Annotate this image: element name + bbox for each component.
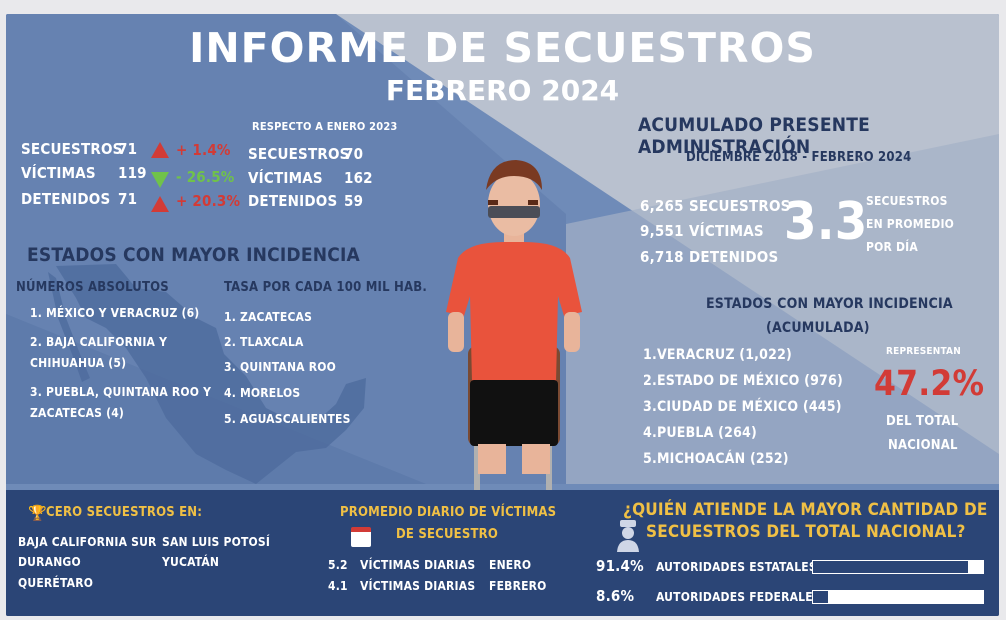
zero-state: SAN LUIS POTOSÍ [162, 535, 271, 549]
cum-state-item: 1.VERACRUZ (1,022) [643, 347, 792, 363]
page-title: INFORME DE SECUESTROS [189, 24, 816, 72]
trophy-icon: 🏆 [28, 504, 47, 522]
represent-label: REPRESENTAN [886, 346, 961, 357]
monthly-detenidos-label: DETENIDOS [21, 190, 111, 208]
change-secuestros: + 1.4% [176, 141, 231, 159]
monthly-detenidos-value: 71 [118, 190, 138, 208]
comparison-victimas-value: 162 [344, 169, 373, 187]
police-officer-icon [617, 520, 639, 552]
daily-month: FEBRERO [489, 579, 547, 593]
cum-secuestros-value: 6,265 [640, 197, 684, 215]
cum-state-item: 2.ESTADO DE MÉXICO (976) [643, 373, 843, 389]
who-subheading: SECUESTROS DEL TOTAL NACIONAL? [646, 522, 966, 542]
comparison-victimas-label: VÍCTIMAS [248, 169, 323, 187]
federal-authorities-bar-fill [813, 591, 828, 603]
cumulative-period: DICIEMBRE 2018 - FEBRERO 2024 [686, 150, 912, 165]
state-authorities-bar [812, 560, 984, 574]
absolute-item: 3. PUEBLA, QUINTANA ROO Y [30, 385, 212, 399]
who-label: AUTORIDADES FEDERALES [656, 590, 821, 604]
monthly-victimas-label: VÍCTIMAS [21, 164, 96, 182]
rate-item: 3. QUINTANA ROO [224, 360, 336, 374]
bottom-band: 🏆 CERO SECUESTROS EN: BAJA CALIFORNIA SU… [6, 490, 999, 616]
absolute-item: ZACATECAS (4) [30, 406, 125, 420]
change-detenidos: + 20.3% [176, 192, 241, 210]
cum-detenidos-label: DETENIDOS [689, 248, 779, 266]
daily-label: VÍCTIMAS DIARIAS [360, 579, 476, 593]
cum-state-item: 3.CIUDAD DE MÉXICO (445) [643, 399, 842, 415]
represent-line: DEL TOTAL [886, 414, 959, 429]
increase-icon [151, 196, 169, 212]
rate-item: 2. TLAXCALA [224, 335, 304, 349]
cum-detenidos-value: 6,718 [640, 248, 684, 266]
daily-subheading: DE SECUESTRO [396, 527, 499, 542]
comparison-detenidos-label: DETENIDOS [248, 192, 338, 210]
represent-value: 47.2% [874, 364, 985, 404]
person-illustration [446, 160, 582, 490]
daily-label: VÍCTIMAS DIARIAS [360, 558, 476, 572]
cum-secuestros-label: SECUESTROS [689, 197, 791, 215]
comparison-secuestros-label: SECUESTROS [248, 145, 350, 163]
absolute-item: 2. BAJA CALIFORNIA Y [30, 335, 168, 349]
avg-line: POR DÍA [866, 240, 918, 254]
state-authorities-bar-fill [813, 561, 969, 573]
zero-heading: CERO SECUESTROS EN: [46, 505, 203, 520]
comparison-secuestros-value: 70 [344, 145, 364, 163]
zero-state: DURANGO [18, 555, 81, 569]
daily-heading: PROMEDIO DIARIO DE VÍCTIMAS [340, 505, 557, 520]
rate-item: 5. AGUASCALIENTES [224, 412, 351, 426]
monthly-secuestros-value: 71 [118, 140, 138, 158]
daily-month: ENERO [489, 558, 532, 572]
change-victimas: - 26.5% [176, 168, 235, 186]
represent-line: NACIONAL [888, 438, 958, 453]
who-pct: 91.4% [596, 557, 644, 575]
avg-line: SECUESTROS [866, 194, 948, 208]
who-heading: ¿QUIÉN ATIENDE LA MAYOR CANTIDAD DE [623, 500, 988, 520]
avg-line: EN PROMEDIO [866, 217, 955, 231]
who-pct: 8.6% [596, 587, 635, 605]
infographic-card: INFORME DE SECUESTROS FEBRERO 2024 RESPE… [6, 14, 999, 616]
cum-states-heading: ESTADOS CON MAYOR INCIDENCIA [706, 296, 953, 312]
zero-state: BAJA CALIFORNIA SUR [18, 535, 157, 549]
cum-state-item: 5.MICHOACÁN (252) [643, 451, 789, 467]
monthly-victimas-value: 119 [118, 164, 147, 182]
calendar-icon [351, 527, 371, 547]
increase-icon [151, 142, 169, 158]
absolute-item: CHIHUAHUA (5) [30, 356, 127, 370]
decrease-icon [151, 172, 169, 188]
comparison-detenidos-value: 59 [344, 192, 364, 210]
daily-value: 4.1 [328, 579, 348, 593]
background-shapes [6, 14, 999, 616]
absolute-heading: NÚMEROS ABSOLUTOS [16, 280, 169, 295]
zero-state: QUERÉTARO [18, 576, 94, 590]
rate-item: 1. ZACATECAS [224, 310, 313, 324]
cum-states-subheading: (ACUMULADA) [766, 320, 870, 336]
federal-authorities-bar [812, 590, 984, 604]
cumulative-heading: ACUMULADO PRESENTE ADMINISTRACIÓN [638, 114, 870, 158]
states-heading: ESTADOS CON MAYOR INCIDENCIA [27, 244, 360, 266]
rate-item: 4. MORELOS [224, 386, 301, 400]
who-label: AUTORIDADES ESTATALES [656, 560, 817, 574]
page-subtitle: FEBRERO 2024 [385, 74, 620, 107]
comparison-heading: RESPECTO A ENERO 2023 [252, 120, 398, 133]
cum-state-item: 4.PUEBLA (264) [643, 425, 757, 441]
absolute-item: 1. MÉXICO Y VERACRUZ (6) [30, 306, 200, 320]
monthly-secuestros-label: SECUESTROS [21, 140, 123, 158]
daily-value: 5.2 [328, 558, 348, 572]
avg-per-day-value: 3.3 [784, 192, 868, 252]
cum-victimas-label: VÍCTIMAS [689, 222, 764, 240]
rate-heading: TASA POR CADA 100 MIL HAB. [224, 280, 428, 295]
mexico-map-icon [48, 264, 366, 484]
cum-victimas-value: 9,551 [640, 222, 684, 240]
zero-state: YUCATÁN [162, 555, 220, 569]
